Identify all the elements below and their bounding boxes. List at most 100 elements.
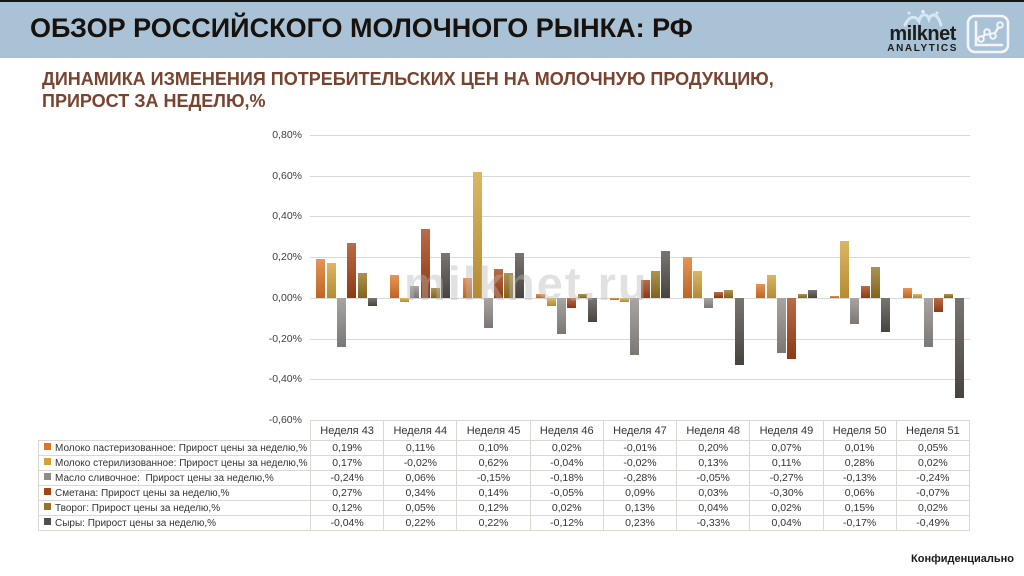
bar-series6-week6 — [734, 297, 744, 366]
table-value-cell: 0,06% — [822, 485, 897, 501]
bar-series1-week2 — [389, 275, 399, 298]
bar-series1-week3 — [462, 277, 472, 298]
gridline — [310, 338, 970, 340]
table-value-cell: -0,01% — [602, 440, 678, 456]
bar-series4-week5 — [640, 279, 650, 298]
table-value-cell: 0,04% — [749, 515, 824, 531]
legend-color-swatch — [44, 458, 51, 466]
table-value-cell: -0,07% — [895, 485, 971, 501]
table-value-cell: 0,62% — [456, 455, 531, 471]
table-value-cell: 0,17% — [309, 455, 385, 471]
bar-series5-week8 — [871, 267, 881, 298]
table-row: Молоко стерилизованное: Прирост цены за … — [38, 455, 971, 471]
legend-label: Творог: Прирост цены за неделю,% — [55, 502, 221, 514]
legend-label: Сметана: Прирост цены за неделю,% — [55, 487, 230, 499]
bar-series2-week6 — [693, 271, 703, 298]
bar-series5-week4 — [577, 293, 587, 298]
chart-title-line1: ДИНАМИКА ИЗМЕНЕНИЯ ПОТРЕБИТЕЛЬСКИХ ЦЕН Н… — [42, 69, 774, 89]
bar-series4-week4 — [567, 297, 577, 309]
table-value-cell: 0,02% — [529, 500, 604, 516]
bar-series4-week8 — [860, 285, 870, 298]
bar-series5-week9 — [944, 293, 954, 298]
table-value-cell: 0,11% — [749, 455, 824, 471]
bar-series4-week3 — [494, 269, 503, 298]
bar-series3-week2 — [410, 285, 420, 298]
table-value-cell: -0,17% — [822, 515, 897, 531]
bar-series2-week1 — [326, 263, 336, 298]
chart-title-line2: ПРИРОСТ ЗА НЕДЕЛЮ,% — [42, 91, 266, 111]
table-value-cell: 0,13% — [602, 500, 678, 516]
table-value-cell: 0,01% — [822, 440, 897, 456]
week-header-cell: Неделя 49 — [749, 420, 824, 441]
table-value-cell: 0,14% — [456, 485, 531, 501]
legend-label: Молоко стерилизованное: Прирост цены за … — [55, 457, 308, 469]
y-axis-label: 0,20% — [272, 251, 302, 264]
legend-cell: Молоко стерилизованное: Прирост цены за … — [38, 455, 311, 471]
bar-series4-week9 — [934, 297, 943, 313]
table-value-cell: 0,12% — [309, 500, 385, 516]
table-value-cell: -0,24% — [309, 470, 385, 486]
bar-series4-week1 — [347, 242, 357, 298]
bar-series3-week4 — [556, 297, 566, 335]
table-value-cell: 0,34% — [383, 485, 458, 501]
table-value-cell: 0,04% — [676, 500, 751, 516]
table-value-cell: 0,10% — [456, 440, 531, 456]
bar-series3-week6 — [703, 297, 713, 309]
week-header-cell: Неделя 44 — [383, 420, 458, 441]
table-value-cell: -0,05% — [529, 485, 604, 501]
bar-series6-week3 — [514, 253, 524, 298]
bar-series4-week2 — [420, 228, 430, 298]
table-value-cell: 0,05% — [895, 440, 971, 456]
table-value-cell: -0,49% — [895, 515, 971, 531]
y-axis-label: 0,40% — [272, 210, 302, 223]
watermark: milknet.ru — [404, 257, 649, 310]
logo-name: milknet — [889, 23, 956, 45]
gridline — [310, 379, 970, 381]
table-value-cell: 0,11% — [383, 440, 458, 456]
legend-label: Сыры: Прирост цены за неделю,% — [55, 517, 217, 529]
bar-series5-week5 — [651, 271, 661, 298]
table-value-cell: -0,28% — [602, 470, 678, 486]
legend-cell: Сыры: Прирост цены за неделю,% — [38, 515, 311, 531]
week-header-cell: Неделя 47 — [602, 420, 678, 441]
legend-color-swatch — [44, 488, 51, 496]
bar-series5-week1 — [357, 273, 367, 298]
bar-series3-week5 — [630, 297, 640, 355]
header-band: ОБЗОР РОССИЙСКОГО МОЛОЧНОГО РЫНКА: РФ mi… — [0, 2, 1024, 58]
table-header-row: Неделя 43 Неделя 44 Неделя 45 Неделя 46 Неде… — [39, 420, 971, 441]
week-header-cell: Неделя 48 — [676, 420, 751, 441]
table-value-cell: 0,02% — [749, 500, 824, 516]
legend-label: Молоко пастеризованное: Прирост цены за … — [55, 442, 308, 454]
table-value-cell: -0,04% — [529, 455, 604, 471]
legend-cell: Творог: Прирост цены за неделю,% — [38, 500, 311, 516]
bar-series5-week3 — [504, 273, 514, 298]
bar-series3-week1 — [336, 297, 346, 347]
week-header-cell: Неделя 43 — [309, 420, 385, 441]
gridline — [310, 216, 970, 218]
bar-series2-week3 — [473, 171, 483, 298]
bar-series1-week5 — [609, 297, 619, 300]
table-value-cell: -0,33% — [676, 515, 751, 531]
line-chart-icon — [966, 14, 1010, 54]
table-value-cell: -0,04% — [309, 515, 385, 531]
y-axis-label: -0,40% — [268, 373, 302, 386]
table-value-cell: 0,23% — [602, 515, 678, 531]
bar-series5-week6 — [724, 289, 734, 298]
legend-color-swatch — [44, 503, 51, 511]
bar-series2-week2 — [399, 297, 409, 302]
table-value-cell: 0,20% — [676, 440, 751, 456]
bar-series3-week3 — [483, 297, 493, 329]
table-value-cell: -0,13% — [822, 470, 897, 486]
table-value-cell: -0,12% — [529, 515, 604, 531]
bar-series6-week9 — [954, 297, 964, 398]
table-row: Творог: Прирост цены за неделю,% 0,12% 0,0… — [38, 500, 971, 516]
bar-series2-week8 — [839, 240, 849, 298]
table-value-cell: 0,12% — [456, 500, 531, 516]
table-value-cell: 0,19% — [309, 440, 385, 456]
table-value-cell: 0,03% — [676, 485, 751, 501]
week-header-cell: Неделя 46 — [529, 420, 604, 441]
bar-series4-week7 — [787, 297, 797, 359]
gridline — [310, 175, 970, 177]
table-row: Сыры: Прирост цены за неделю,% -0,04% 0,22… — [38, 515, 971, 531]
